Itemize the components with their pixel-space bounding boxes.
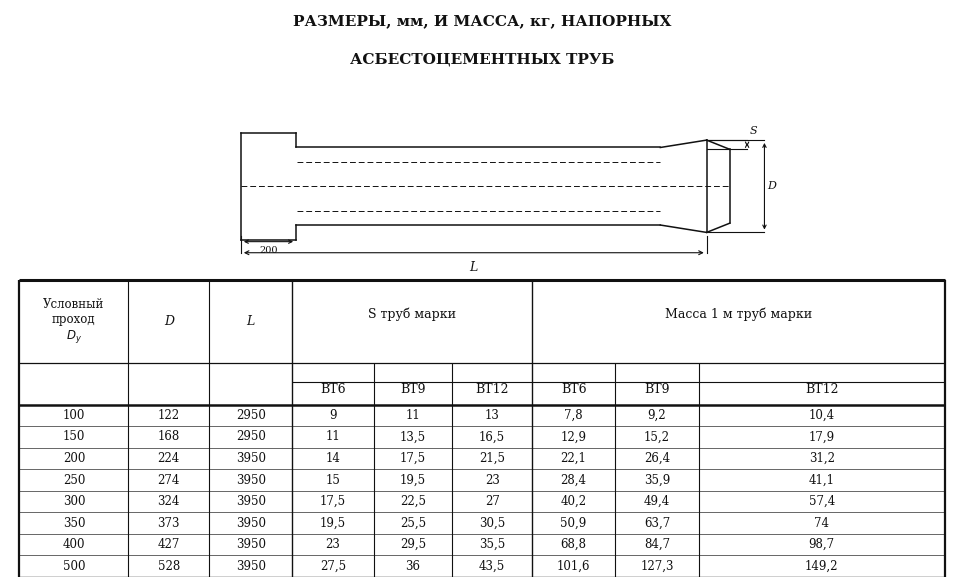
Text: 122: 122 [158, 409, 180, 422]
Text: 3950: 3950 [235, 538, 266, 551]
Text: 35,5: 35,5 [479, 538, 505, 551]
Text: 100: 100 [63, 409, 85, 422]
Text: 19,5: 19,5 [320, 516, 346, 530]
Text: 15,2: 15,2 [644, 430, 670, 444]
Text: 28,4: 28,4 [561, 474, 587, 486]
Text: 3950: 3950 [235, 516, 266, 530]
Text: 35,9: 35,9 [644, 474, 670, 486]
Text: ВТ9: ВТ9 [400, 383, 426, 396]
Text: 200: 200 [63, 452, 85, 465]
Text: 30,5: 30,5 [479, 516, 505, 530]
Text: S: S [750, 126, 758, 136]
Text: 40,2: 40,2 [560, 495, 587, 508]
Text: 2950: 2950 [236, 409, 265, 422]
Text: 29,5: 29,5 [400, 538, 426, 551]
Text: 2950: 2950 [236, 430, 265, 444]
Text: 528: 528 [157, 560, 180, 573]
Text: 149,2: 149,2 [805, 560, 839, 573]
Text: ВТ12: ВТ12 [475, 383, 509, 396]
Text: 250: 250 [63, 474, 85, 486]
Text: АСБЕСТОЦЕМЕНТНЫХ ТРУБ: АСБЕСТОЦЕМЕНТНЫХ ТРУБ [350, 53, 614, 66]
Text: 427: 427 [157, 538, 180, 551]
Text: 50,9: 50,9 [560, 516, 587, 530]
Text: 9,2: 9,2 [648, 409, 666, 422]
Text: ВТ6: ВТ6 [320, 383, 346, 396]
Text: 274: 274 [157, 474, 180, 486]
Text: 200: 200 [259, 246, 278, 256]
Text: 41,1: 41,1 [809, 474, 835, 486]
Text: 49,4: 49,4 [644, 495, 670, 508]
Text: 68,8: 68,8 [561, 538, 587, 551]
Text: 7,8: 7,8 [564, 409, 583, 422]
Text: S труб марки: S труб марки [368, 308, 456, 321]
Text: 74: 74 [815, 516, 829, 530]
Text: D: D [164, 315, 174, 328]
Text: 3950: 3950 [235, 560, 266, 573]
Text: L: L [469, 261, 478, 274]
Text: Условный
проход
$D_y$: Условный проход $D_y$ [43, 298, 104, 345]
Text: 350: 350 [63, 516, 85, 530]
Text: 101,6: 101,6 [557, 560, 590, 573]
Text: 31,2: 31,2 [809, 452, 835, 465]
Text: 127,3: 127,3 [640, 560, 674, 573]
Text: ВТ12: ВТ12 [805, 383, 839, 396]
Text: 22,5: 22,5 [400, 495, 426, 508]
Text: 373: 373 [157, 516, 180, 530]
Text: Масса 1 м труб марки: Масса 1 м труб марки [665, 308, 812, 321]
Text: 23: 23 [485, 474, 499, 486]
Text: D: D [767, 181, 776, 191]
Text: 26,4: 26,4 [644, 452, 670, 465]
Text: 23: 23 [326, 538, 340, 551]
Text: 13: 13 [485, 409, 499, 422]
Text: 168: 168 [157, 430, 180, 444]
Text: ВТ9: ВТ9 [644, 383, 670, 396]
Text: 224: 224 [157, 452, 180, 465]
Text: 3950: 3950 [235, 452, 266, 465]
Text: РАЗМЕРЫ, мм, И МАССА, кг, НАПОРНЫХ: РАЗМЕРЫ, мм, И МАССА, кг, НАПОРНЫХ [293, 14, 671, 28]
Text: 21,5: 21,5 [479, 452, 505, 465]
Text: 3950: 3950 [235, 495, 266, 508]
Text: 16,5: 16,5 [479, 430, 505, 444]
Text: 3950: 3950 [235, 474, 266, 486]
Text: 400: 400 [63, 538, 85, 551]
Text: 25,5: 25,5 [400, 516, 426, 530]
Text: 9: 9 [330, 409, 336, 422]
Text: 36: 36 [406, 560, 420, 573]
Text: 19,5: 19,5 [400, 474, 426, 486]
Text: ВТ6: ВТ6 [561, 383, 586, 396]
Text: 17,5: 17,5 [400, 452, 426, 465]
Text: 13,5: 13,5 [400, 430, 426, 444]
Text: 11: 11 [406, 409, 420, 422]
Text: 11: 11 [326, 430, 340, 444]
Text: 17,5: 17,5 [320, 495, 346, 508]
Text: 63,7: 63,7 [644, 516, 670, 530]
Text: 324: 324 [157, 495, 180, 508]
Text: 27: 27 [485, 495, 499, 508]
Text: 10,4: 10,4 [809, 409, 835, 422]
Text: 27,5: 27,5 [320, 560, 346, 573]
Text: 300: 300 [63, 495, 85, 508]
Text: 57,4: 57,4 [809, 495, 835, 508]
Text: L: L [247, 315, 254, 328]
Text: 22,1: 22,1 [561, 452, 586, 465]
Text: 14: 14 [326, 452, 340, 465]
Text: 500: 500 [63, 560, 85, 573]
Text: 98,7: 98,7 [809, 538, 835, 551]
Text: 84,7: 84,7 [644, 538, 670, 551]
Text: 150: 150 [63, 430, 85, 444]
Text: 17,9: 17,9 [809, 430, 835, 444]
Text: 43,5: 43,5 [479, 560, 505, 573]
Text: 15: 15 [326, 474, 340, 486]
Text: 12,9: 12,9 [561, 430, 587, 444]
